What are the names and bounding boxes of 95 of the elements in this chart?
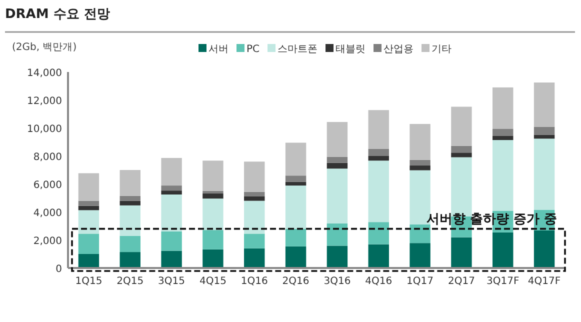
bar [492, 128, 514, 136]
bar [534, 126, 555, 135]
bar [368, 244, 389, 268]
bar [120, 236, 140, 252]
bar [120, 205, 140, 236]
bar [368, 222, 389, 244]
bar [202, 194, 224, 199]
legend-label: 서버 [208, 44, 228, 55]
bar [202, 198, 224, 230]
bar [244, 234, 265, 248]
bar [202, 190, 224, 194]
bar [202, 230, 224, 250]
bar [326, 168, 348, 224]
bar [120, 170, 140, 196]
bar [78, 206, 100, 210]
y-tick-label: 2,000 [33, 236, 62, 247]
bar [161, 190, 182, 194]
legend-label: PC [246, 44, 260, 55]
legend-label: 태블릿 [336, 44, 366, 55]
bar [492, 136, 514, 140]
bar [161, 186, 182, 191]
x-tick-label: 1Q16 [240, 276, 268, 287]
bar [534, 138, 555, 210]
bar [451, 152, 472, 158]
x-tick-label: 1Q15 [75, 276, 102, 287]
x-tick-label: 4Q15 [199, 276, 226, 287]
bar [410, 166, 430, 170]
bar [285, 228, 306, 246]
bar [244, 192, 265, 196]
bar [368, 160, 389, 222]
x-tick-label: 3Q16 [324, 276, 351, 287]
bar [161, 231, 182, 251]
bar [451, 146, 472, 153]
bar [78, 200, 100, 206]
bar [285, 182, 306, 186]
bar [161, 158, 182, 186]
bar [244, 248, 265, 268]
bar [161, 194, 182, 232]
bar [285, 142, 306, 176]
bar [534, 134, 555, 139]
bar [202, 160, 224, 191]
bar [451, 106, 472, 146]
bar [326, 162, 348, 169]
bar [492, 87, 514, 129]
bar [534, 230, 555, 268]
x-tick-label: 2Q16 [282, 276, 310, 287]
bar [120, 196, 140, 201]
bar [161, 250, 182, 268]
bar [368, 110, 389, 149]
y-tick-label: 12,000 [27, 96, 62, 107]
bar [244, 196, 265, 201]
y-tick-label: 10,000 [27, 124, 62, 135]
y-tick-label: 6,000 [33, 180, 62, 191]
x-tick-label: 4Q16 [365, 276, 392, 287]
chart-title: DRAM 수요 전망 [5, 7, 110, 22]
x-tick-label: 4Q17F [528, 276, 561, 287]
bar [78, 210, 100, 234]
bar [410, 224, 430, 244]
bar [78, 234, 100, 254]
y-tick-label: 0 [56, 264, 62, 275]
y-axis-title: (2Gb, 백만개) [12, 42, 77, 53]
bar [326, 223, 348, 246]
bar [326, 156, 348, 163]
x-tick-label: 1Q17 [406, 276, 434, 287]
bar [410, 243, 430, 268]
bar [368, 149, 389, 156]
bar [285, 186, 306, 229]
bar [410, 124, 430, 160]
legend-label: 산업용 [384, 44, 414, 55]
bar [326, 246, 348, 268]
bar [326, 122, 348, 157]
bar [244, 200, 265, 234]
y-tick-label: 14,000 [27, 68, 62, 79]
bar [492, 140, 514, 211]
bar [78, 254, 100, 268]
x-tick-label: 2Q17 [448, 276, 475, 287]
bar [202, 249, 224, 268]
bar [285, 246, 306, 268]
x-tick-label: 2Q15 [116, 276, 144, 287]
bar [120, 252, 140, 268]
x-tick-label: 3Q17F [486, 276, 520, 287]
legend-label: 스마트폰 [278, 44, 318, 55]
bar [244, 162, 265, 192]
bar [368, 156, 389, 161]
bar [78, 173, 100, 201]
y-tick-label: 4,000 [33, 208, 62, 219]
bar [410, 160, 430, 166]
bar [120, 200, 140, 206]
bar [451, 237, 472, 268]
y-tick-label: 8,000 [33, 152, 62, 163]
legend-label: 기타 [432, 44, 452, 55]
bar [285, 176, 306, 182]
bar [492, 232, 514, 268]
bar [534, 82, 555, 127]
x-tick-label: 3Q15 [158, 276, 186, 287]
